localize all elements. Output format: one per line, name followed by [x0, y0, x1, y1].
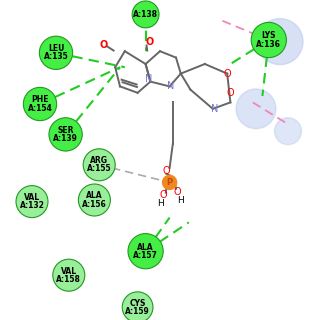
Circle shape: [236, 89, 276, 129]
Text: VAL: VAL: [24, 193, 40, 202]
Text: A:135: A:135: [44, 52, 68, 61]
Text: VAL: VAL: [61, 267, 77, 276]
Text: O: O: [227, 88, 234, 98]
Text: LEU: LEU: [48, 44, 64, 53]
Circle shape: [163, 175, 177, 189]
Text: ALA: ALA: [86, 191, 103, 200]
Circle shape: [78, 184, 110, 216]
Text: N: N: [211, 104, 218, 114]
Circle shape: [275, 118, 301, 145]
Circle shape: [49, 118, 82, 151]
Circle shape: [128, 234, 163, 269]
Circle shape: [132, 1, 159, 28]
Circle shape: [16, 186, 48, 218]
Text: A:158: A:158: [56, 275, 81, 284]
Circle shape: [251, 22, 286, 58]
Text: A:156: A:156: [82, 200, 107, 209]
Text: H: H: [177, 196, 184, 204]
Text: ARG: ARG: [90, 156, 108, 165]
Text: A:138: A:138: [133, 10, 158, 19]
Text: A:155: A:155: [87, 164, 111, 173]
Text: O: O: [163, 166, 170, 176]
Text: LYS: LYS: [261, 31, 276, 40]
Text: A:159: A:159: [125, 307, 150, 316]
Circle shape: [257, 19, 303, 65]
Text: N: N: [167, 81, 174, 92]
Text: A:136: A:136: [256, 40, 281, 49]
Text: SER: SER: [57, 126, 74, 135]
Text: N: N: [145, 74, 153, 84]
Circle shape: [122, 292, 153, 320]
Text: H: H: [156, 199, 164, 208]
Text: PHE: PHE: [31, 95, 49, 104]
Circle shape: [53, 259, 85, 291]
Text: A:132: A:132: [20, 201, 44, 210]
Circle shape: [83, 149, 115, 181]
Text: O: O: [159, 190, 167, 200]
Circle shape: [39, 36, 73, 69]
Circle shape: [23, 87, 57, 121]
Text: O: O: [223, 68, 231, 79]
Text: O: O: [174, 187, 181, 197]
Text: A:154: A:154: [28, 104, 52, 113]
Text: P: P: [166, 178, 173, 187]
Text: ALA: ALA: [137, 243, 154, 252]
Text: A:139: A:139: [53, 134, 78, 143]
Text: CYS: CYS: [129, 299, 146, 308]
Text: O: O: [146, 37, 154, 47]
Text: O: O: [99, 40, 108, 50]
Text: A:157: A:157: [133, 251, 158, 260]
